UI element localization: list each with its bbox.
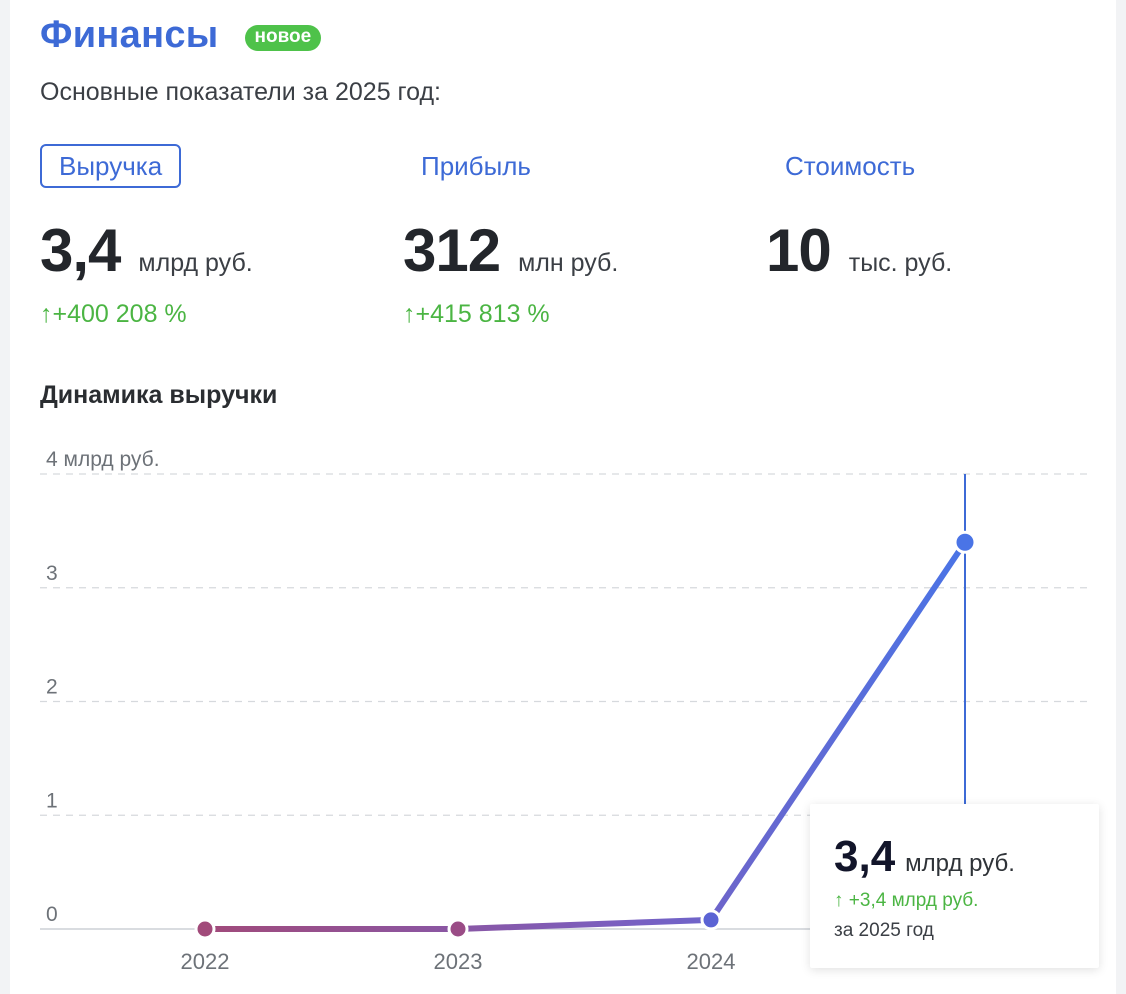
chart-tooltip: 3,4 млрд руб. ↑ +3,4 млрд руб. за 2025 г… — [810, 804, 1099, 968]
tab-revenue[interactable]: Выручка — [40, 144, 182, 188]
tab-value[interactable]: Стоимость — [785, 151, 916, 181]
y-tick-label: 2 — [46, 676, 58, 699]
up-arrow-icon: ↑ — [403, 300, 416, 328]
series-line — [202, 539, 968, 932]
metric-profit-change: ↑+415 813 % — [403, 300, 550, 329]
y-tick-label: 1 — [46, 789, 58, 812]
metric-profit-change-text: +415 813 % — [415, 300, 550, 328]
metric-value: 10 тыс. руб. — [766, 216, 952, 285]
x-tick-label: 2024 — [687, 949, 736, 974]
metric-profit: 312 млн руб. — [403, 216, 618, 285]
tooltip-value: 3,4 — [834, 832, 896, 881]
new-badge: новое — [244, 24, 322, 51]
up-arrow-icon: ↑ — [834, 890, 844, 911]
subtitle: Основные показатели за 2025 год: — [40, 78, 442, 106]
metric-value-value: 10 — [766, 217, 832, 284]
data-point[interactable] — [194, 918, 216, 940]
metric-revenue-change-text: +400 208 % — [52, 300, 187, 328]
tooltip-change: ↑ +3,4 млрд руб. — [834, 890, 978, 912]
finance-card: Финансы новое Основные показатели за 202… — [10, 0, 1116, 994]
metric-value-unit: тыс. руб. — [848, 249, 953, 277]
tooltip-value-row: 3,4 млрд руб. — [834, 832, 1015, 882]
x-tick-label: 2022 — [181, 949, 230, 974]
page-title: Финансы — [40, 14, 219, 56]
metric-revenue-value: 3,4 — [40, 217, 121, 284]
data-point[interactable] — [700, 909, 722, 931]
metric-revenue-unit: млрд руб. — [138, 249, 253, 277]
data-point[interactable] — [953, 530, 977, 554]
metric-profit-value: 312 — [403, 217, 501, 284]
metric-profit-unit: млн руб. — [518, 249, 619, 277]
chart-title: Динамика выручки — [40, 381, 278, 409]
y-tick-label: 4 млрд руб. — [46, 448, 160, 471]
metric-revenue-change: ↑+400 208 % — [40, 300, 187, 329]
y-tick-label: 3 — [46, 562, 58, 585]
x-tick-label: 2023 — [434, 949, 483, 974]
tooltip-period: за 2025 год — [834, 920, 934, 941]
y-tick-label: 0 — [46, 903, 58, 926]
metric-revenue: 3,4 млрд руб. — [40, 216, 253, 285]
data-point[interactable] — [447, 918, 469, 940]
header: Финансы новое — [40, 14, 322, 57]
tooltip-change-text: +3,4 млрд руб. — [848, 890, 979, 911]
tab-profit[interactable]: Прибыль — [421, 151, 531, 181]
up-arrow-icon: ↑ — [40, 300, 53, 328]
tooltip-unit: млрд руб. — [905, 850, 1015, 877]
